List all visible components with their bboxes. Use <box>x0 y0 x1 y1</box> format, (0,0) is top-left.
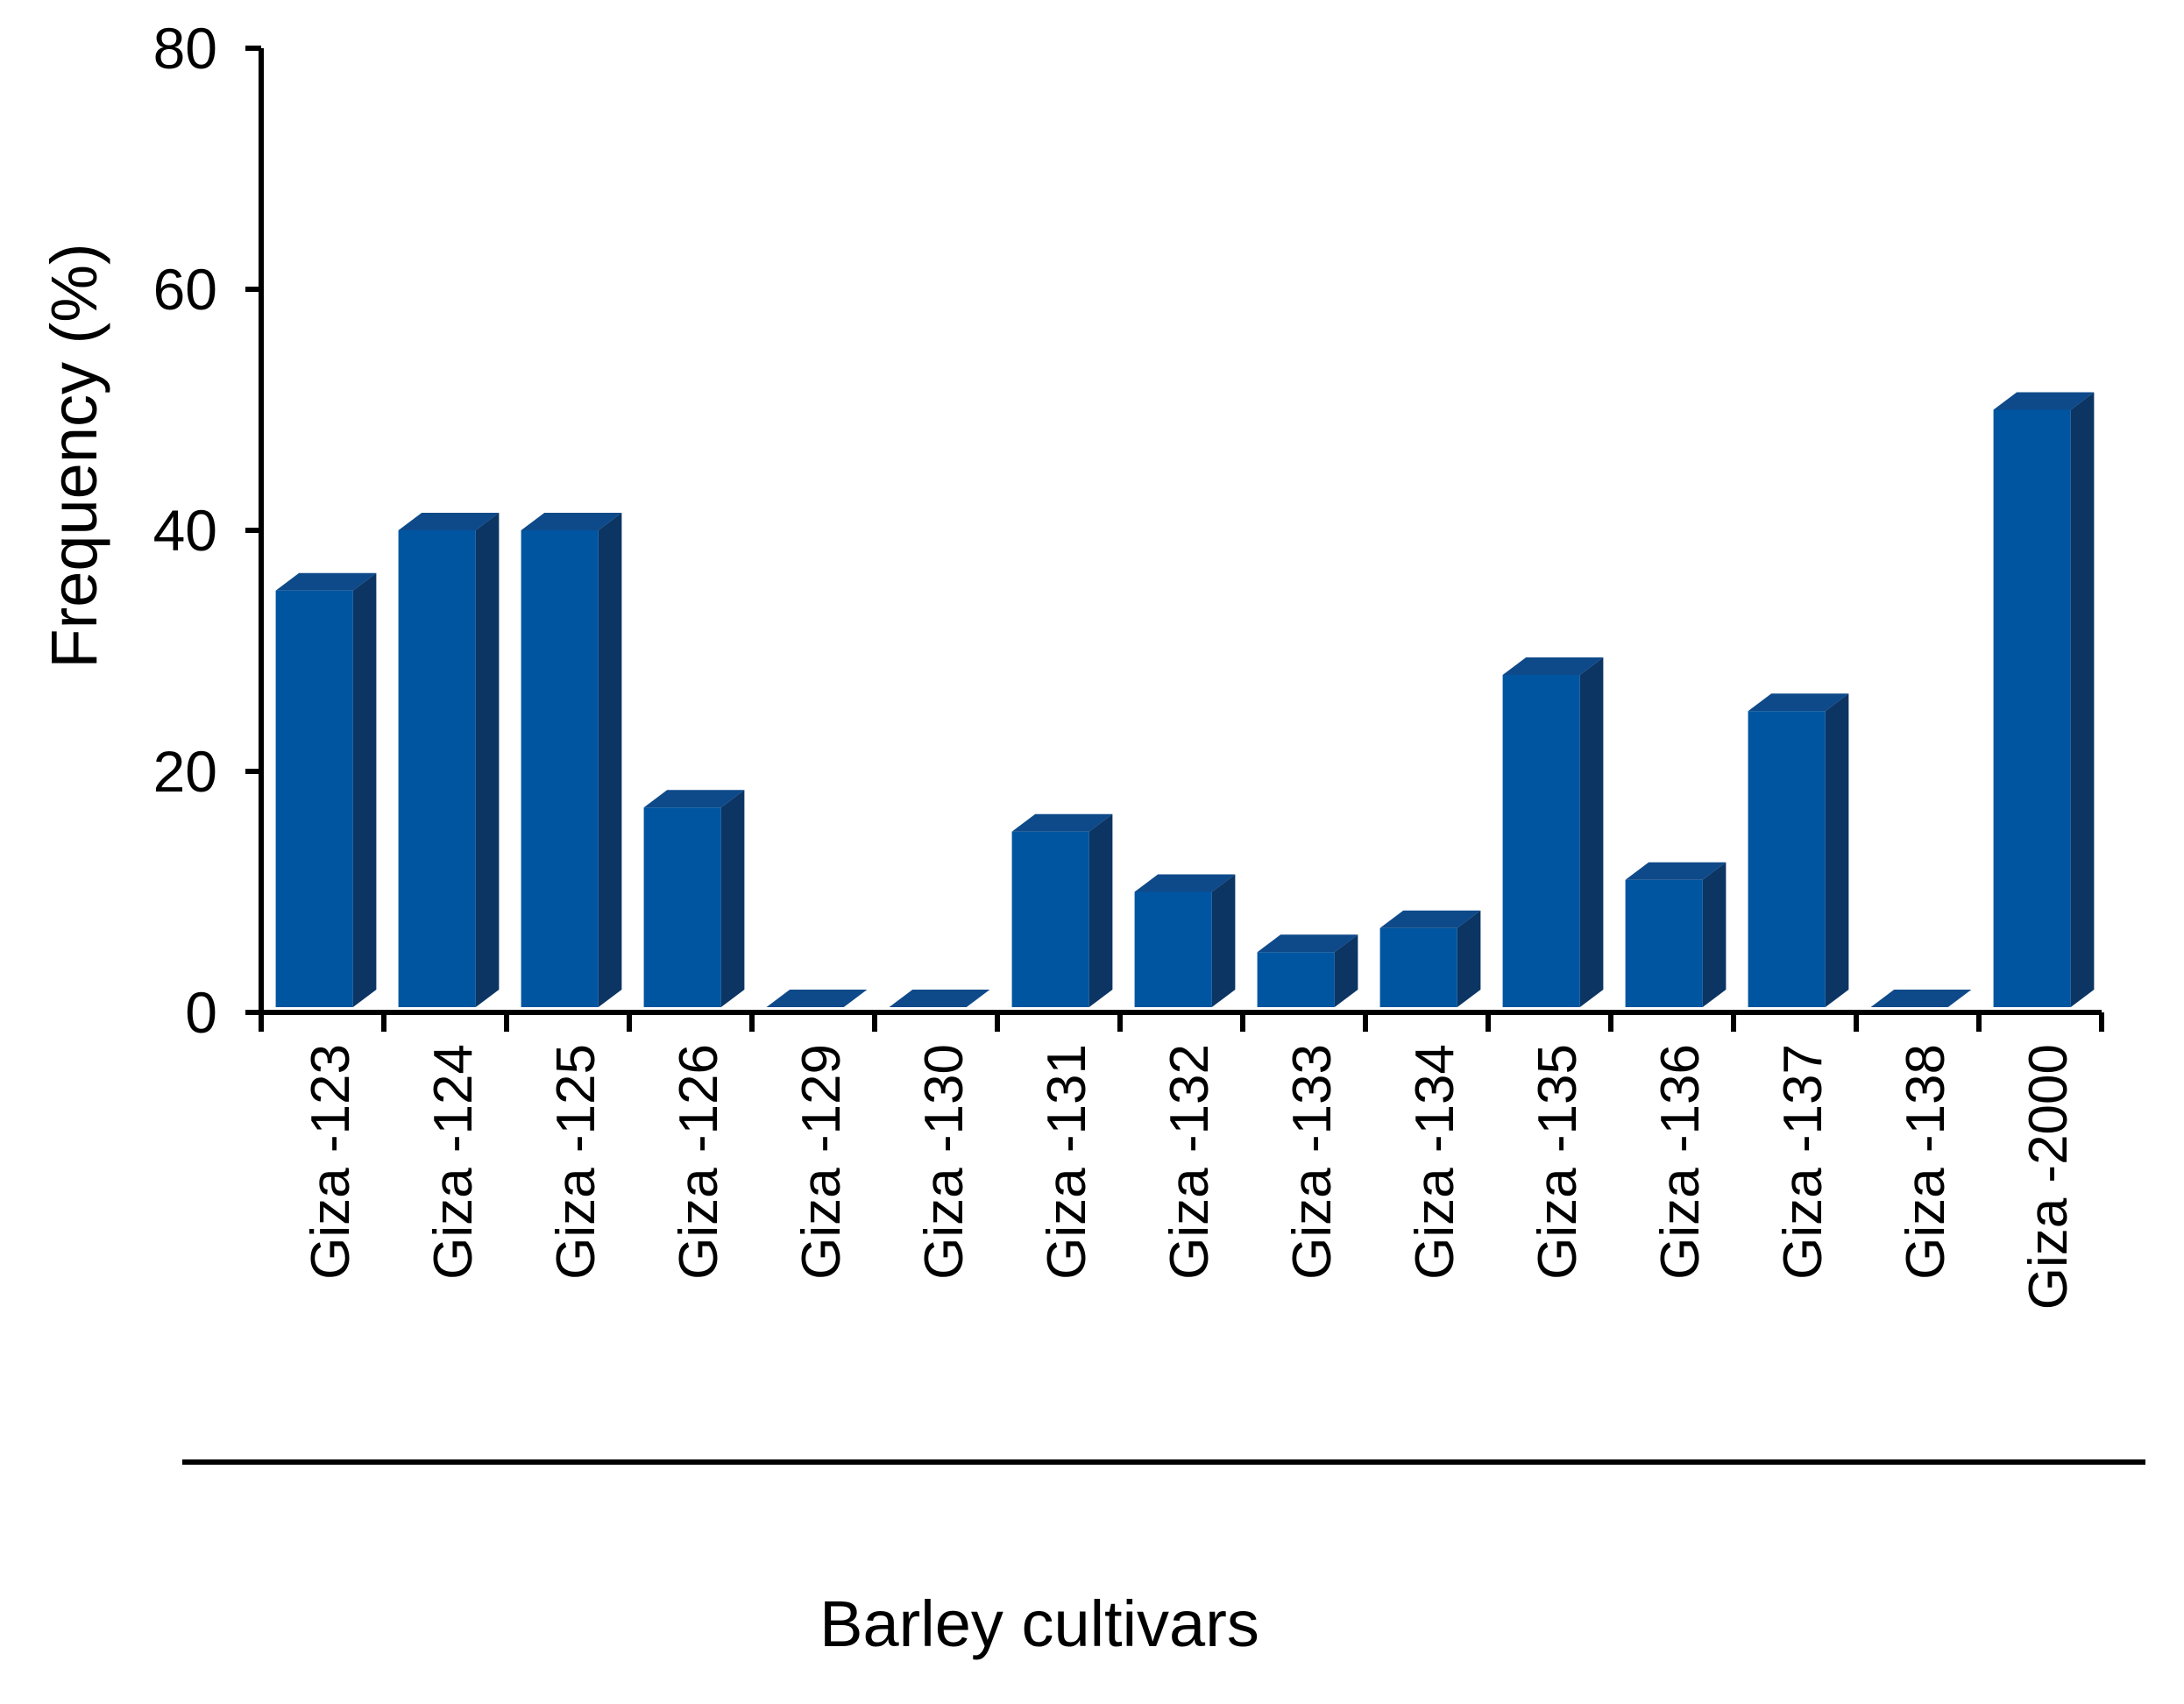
bar-front <box>1257 952 1335 1007</box>
bar-top <box>398 513 500 530</box>
y-axis-ticks: 0 20 40 60 80 <box>153 16 261 1045</box>
bar-top <box>1502 657 1604 675</box>
bar-front <box>1011 831 1089 1007</box>
x-tick-label: Giza -129 <box>791 1044 852 1280</box>
bar <box>521 513 622 1007</box>
bar-side <box>1579 657 1604 1007</box>
x-tick-label: Giza -123 <box>301 1044 361 1280</box>
bar-front <box>1379 927 1457 1007</box>
bar-top <box>1257 934 1358 953</box>
bar-front <box>275 590 353 1007</box>
y-tick-label: 60 <box>153 257 217 322</box>
bar-side <box>1211 874 1236 1007</box>
x-axis-ticks: Giza -123 Giza -124 Giza -125 Giza -126 Giza… <box>259 1012 2104 1310</box>
bar-side <box>1825 693 1849 1007</box>
bar-side <box>720 790 745 1007</box>
bar-top <box>1625 862 1727 880</box>
bar-top <box>1993 392 2095 410</box>
x-tick-label: Giza -131 <box>1037 1044 1097 1280</box>
bar-side <box>352 572 377 1007</box>
bar <box>643 790 745 1007</box>
bar-front <box>1748 711 1826 1007</box>
bar-side <box>1457 910 1481 1007</box>
x-tick-label: Giza -2000 <box>2018 1044 2079 1310</box>
bar-top <box>521 513 622 530</box>
bar-side <box>2070 392 2095 1007</box>
y-tick-label: 80 <box>153 16 217 81</box>
bar-top <box>275 572 377 591</box>
bar-side <box>475 513 500 1007</box>
bar-top <box>1379 910 1481 928</box>
bar-front <box>643 807 721 1007</box>
bar <box>275 572 377 1007</box>
y-tick-label: 0 <box>185 980 217 1045</box>
bar-top <box>766 990 868 1007</box>
bar-front <box>1993 409 2071 1007</box>
x-tick-label: Giza -135 <box>1528 1044 1588 1280</box>
x-tick-label: Giza -126 <box>669 1044 729 1280</box>
bar <box>1993 392 2095 1007</box>
bar <box>1502 657 1604 1007</box>
x-tick-label: Giza -138 <box>1896 1044 1956 1280</box>
x-tick-label: Giza -136 <box>1650 1044 1711 1280</box>
bar-top <box>1748 693 1849 712</box>
bars-group <box>275 392 2095 1007</box>
bar <box>766 990 868 1007</box>
bar <box>1257 934 1358 1007</box>
x-tick-label: Giza -130 <box>914 1044 975 1280</box>
x-tick-label: Giza -134 <box>1405 1044 1465 1280</box>
bar-top <box>1870 990 1972 1007</box>
x-tick-label: Giza -132 <box>1159 1044 1220 1280</box>
y-axis-title: Frequency (%) <box>38 243 110 668</box>
bar <box>1379 910 1481 1007</box>
bar-front <box>398 530 476 1007</box>
y-tick-label: 20 <box>153 739 217 804</box>
bar-front <box>1134 891 1212 1007</box>
bar-front <box>1502 675 1580 1007</box>
bar-top <box>889 990 990 1007</box>
bar-side <box>1334 934 1358 1007</box>
bar <box>889 990 990 1007</box>
bar-side <box>1702 862 1727 1007</box>
x-tick-label: Giza -133 <box>1282 1044 1343 1280</box>
bar-top <box>643 790 745 808</box>
bar-top <box>1011 813 1113 832</box>
x-tick-label: Giza -124 <box>423 1044 484 1280</box>
bar <box>398 513 500 1007</box>
bar <box>1011 813 1113 1007</box>
bar-side <box>1088 813 1113 1007</box>
bar-side <box>598 513 622 1007</box>
bar-front <box>1625 879 1703 1007</box>
bar <box>1625 862 1727 1007</box>
bar <box>1134 874 1236 1007</box>
y-tick-label: 40 <box>153 498 217 563</box>
x-tick-label: Giza -125 <box>546 1044 606 1280</box>
bar <box>1870 990 1972 1007</box>
bar-front <box>521 530 599 1007</box>
bar <box>1748 693 1849 1007</box>
x-tick-label: Giza -137 <box>1773 1044 1833 1280</box>
x-axis-title: Barley cultivars <box>819 1587 1259 1660</box>
bar-top <box>1134 874 1236 892</box>
